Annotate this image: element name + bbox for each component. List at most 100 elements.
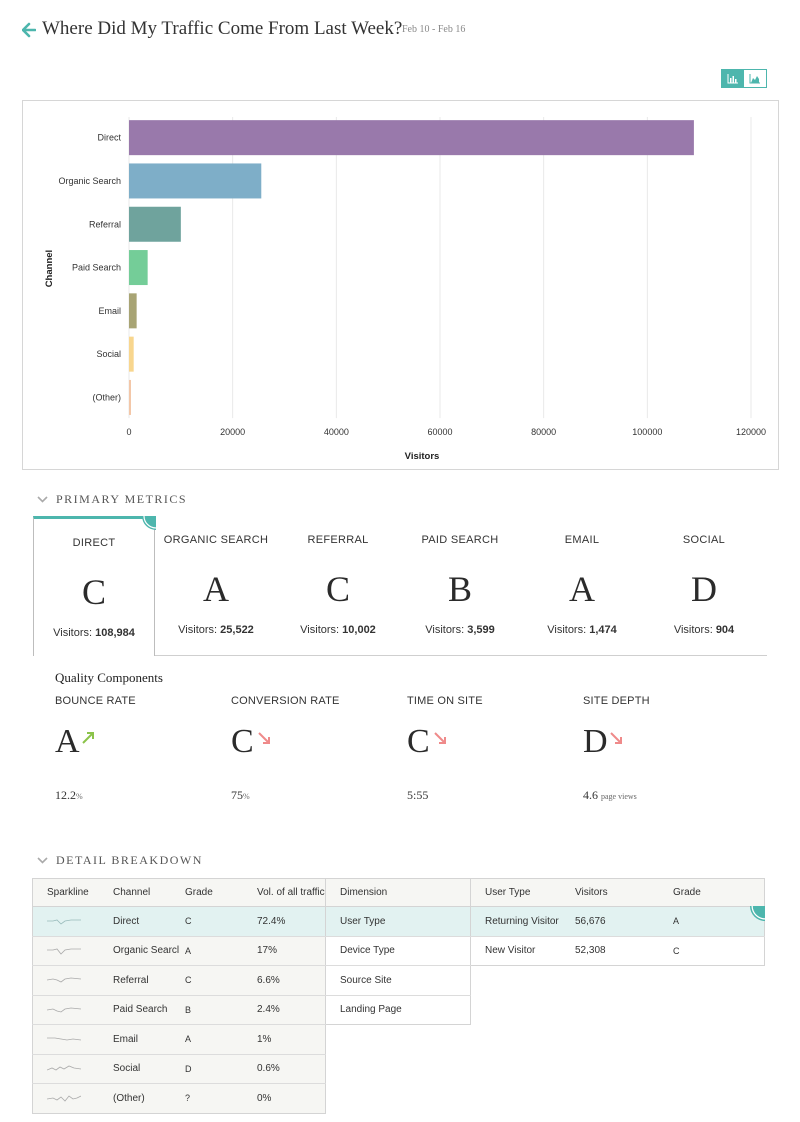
page-title: Where Did My Traffic Come From Last Week… (42, 18, 403, 39)
quality-site-depth: SITE DEPTH D 4.6 page views (583, 695, 753, 805)
volume-cell: 1% (257, 1024, 326, 1054)
grade-cell: A (185, 1024, 257, 1054)
dimension-row-landing-page[interactable]: Landing Page (326, 994, 471, 1025)
table-row[interactable]: New Visitor 52,308 C (471, 935, 765, 966)
back-arrow-icon[interactable] (22, 22, 36, 38)
x-tick-label: 20000 (220, 427, 245, 437)
detail-breakdown-header[interactable]: DETAIL BREAKDOWN (37, 853, 203, 868)
category-label: Paid Search (72, 263, 121, 273)
volume-cell: 72.4% (257, 906, 326, 936)
grade-cell: B (185, 994, 257, 1025)
category-label: Referral (89, 219, 121, 229)
table-row[interactable]: Returning Visitor 56,676 A (471, 906, 765, 936)
quality-time-on-site: TIME ON SITE C 5:55 (407, 695, 577, 805)
area-chart-view-button[interactable] (744, 70, 766, 87)
quality-value: 12.2% (55, 788, 83, 802)
dimension-row-device-type[interactable]: Device Type (326, 935, 471, 966)
dimension-cell: Source Site (326, 965, 471, 995)
sparkline-cell (32, 1053, 113, 1084)
channel-cell: Paid Search (113, 994, 185, 1025)
table-row[interactable]: Organic Searcl A 17% (32, 935, 326, 966)
channel-card-name: SOCIAL (682, 534, 726, 546)
sparkline (47, 1095, 81, 1102)
table-row[interactable]: Social D 0.6% (32, 1053, 326, 1084)
quality-value: 75% (231, 788, 250, 802)
trend-down-icon (434, 732, 446, 744)
bar-chart-view-button[interactable] (722, 70, 744, 87)
x-tick-label: 60000 (427, 427, 452, 437)
column-header[interactable]: Sparkline (32, 878, 113, 907)
bar (129, 379, 131, 415)
table-row[interactable]: Direct C 72.4% (32, 906, 326, 936)
channel-card-paid-search[interactable]: PAID SEARCH B Visitors: 3,599 (399, 516, 521, 656)
category-label: Direct (97, 133, 121, 143)
channel-card-direct[interactable]: DIRECT C Visitors: 108,984 (33, 516, 156, 656)
quality-bounce-rate: BOUNCE RATE A 12.2% (55, 695, 225, 805)
volume-cell: 0.6% (257, 1053, 326, 1084)
grade-cell: A (185, 935, 257, 966)
channel-card-referral[interactable]: REFERRAL C Visitors: 10,002 (277, 516, 399, 656)
bar (129, 293, 137, 329)
quality-name: TIME ON SITE (407, 695, 483, 707)
channel-cell: Organic Searcl (113, 935, 185, 966)
grade-cell: C (185, 965, 257, 995)
table-row[interactable]: Referral C 6.6% (32, 965, 326, 995)
channel-card-visitors: Visitors: 1,474 (547, 624, 617, 636)
quality-components-title: Quality Components (55, 670, 163, 685)
visitors-cell: 52,308 (575, 935, 673, 966)
dimension-cell: Device Type (326, 935, 471, 966)
quality-value: 5:55 (407, 788, 429, 802)
channel-card-visitors: Visitors: 25,522 (178, 624, 254, 636)
trend-down-icon (610, 732, 622, 744)
area-chart-icon (749, 73, 760, 83)
channel-grade-cards: DIRECT C Visitors: 108,984 ORGANIC SEARC… (33, 516, 767, 656)
quality-value: 4.6 page views (583, 788, 637, 802)
x-axis-title: Visitors (405, 451, 440, 462)
column-header[interactable]: User Type (471, 878, 575, 907)
channel-card-email[interactable]: EMAIL A Visitors: 1,474 (521, 516, 643, 656)
primary-metrics-header[interactable]: PRIMARY METRICS (37, 492, 187, 507)
channel-card-organic-search[interactable]: ORGANIC SEARCH A Visitors: 25,522 (155, 516, 277, 656)
primary-metrics-title: PRIMARY METRICS (56, 492, 188, 506)
dimension-row-user-type[interactable]: User Type (326, 906, 471, 936)
visitors-cell: 56,676 (575, 906, 673, 936)
column-header[interactable]: Grade (673, 878, 765, 907)
channel-card-grade: A (203, 569, 229, 609)
column-header: Dimension (326, 878, 471, 907)
selected-corner-icon (142, 516, 156, 530)
channel-cell: Direct (113, 906, 185, 936)
table-row[interactable]: (Other) ? 0% (32, 1083, 326, 1113)
grade-cell: C (673, 935, 765, 966)
column-header[interactable]: Visitors (575, 878, 673, 907)
user-type-cell: Returning Visitor (471, 906, 575, 936)
trend-up-icon (82, 732, 94, 744)
column-header[interactable]: Vol. of all traffic (257, 878, 326, 907)
channel-cell: Email (113, 1024, 185, 1054)
quality-name: BOUNCE RATE (55, 695, 136, 707)
x-tick-label: 100000 (632, 427, 662, 437)
channel-card-social[interactable]: SOCIAL D Visitors: 904 (643, 516, 765, 656)
sparkline-cell (32, 935, 113, 966)
chart-view-toggle (721, 69, 767, 88)
channel-card-visitors: Visitors: 108,984 (53, 627, 135, 639)
column-header[interactable]: Channel (113, 878, 185, 907)
dimension-row-source-site[interactable]: Source Site (326, 965, 471, 995)
x-tick-label: 80000 (531, 427, 556, 437)
dimension-cell: User Type (326, 906, 471, 936)
selected-corner-icon (750, 906, 765, 921)
channel-breakdown-table: Sparkline Channel Grade Vol. of all traf… (32, 878, 326, 1114)
y-axis-title: Channel (44, 250, 55, 287)
sparkline-cell (32, 965, 113, 995)
table-row[interactable]: Paid Search B 2.4% (32, 994, 326, 1025)
date-range: Feb 10 - Feb 16 (402, 24, 466, 35)
channel-card-visitors: Visitors: 904 (673, 624, 735, 636)
user-type-table: User Type Visitors Grade Returning Visit… (471, 878, 765, 966)
channel-cell: (Other) (113, 1083, 185, 1113)
cards-divider (155, 655, 767, 656)
table-row[interactable]: Email A 1% (32, 1024, 326, 1054)
channel-card-grade: A (569, 569, 595, 609)
column-header[interactable]: Grade (185, 878, 257, 907)
bar (129, 336, 134, 372)
channel-card-name: REFERRAL (307, 534, 369, 546)
channel-card-visitors: Visitors: 3,599 (425, 624, 495, 636)
